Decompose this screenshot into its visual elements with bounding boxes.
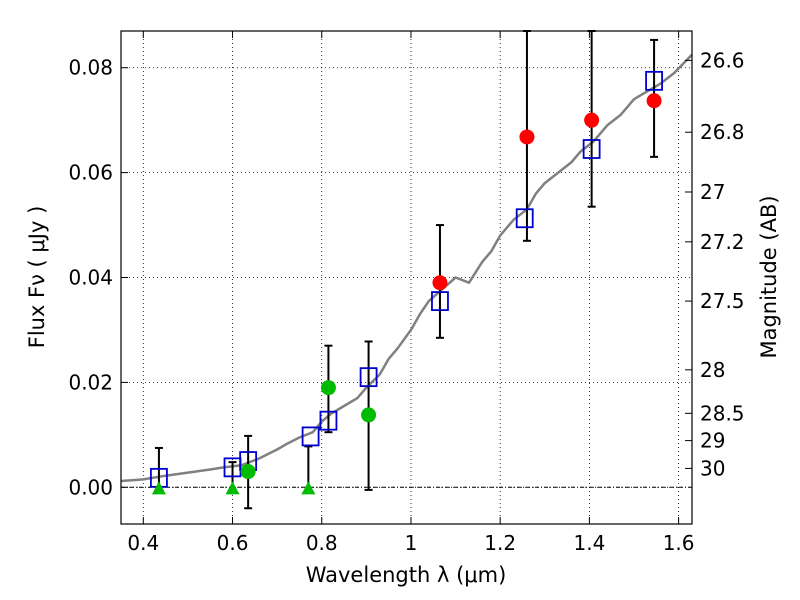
model-spectrum-line xyxy=(120,53,693,483)
data-markers xyxy=(150,70,663,495)
triangle-marker xyxy=(225,481,240,495)
magnitude-tick-label: 30 xyxy=(700,456,725,480)
magnitude-tick-label: 27.2 xyxy=(700,230,745,254)
magnitude-tick-label: 27 xyxy=(700,180,725,204)
magnitude-tick-label: 28 xyxy=(700,358,725,382)
x-axis-ticks: 0.4 0.6 0.8 1 1.2 1.4 1.6 xyxy=(127,31,695,555)
plot-background xyxy=(121,31,692,524)
x-tick-label: 1.6 xyxy=(663,531,695,555)
square-marker xyxy=(645,70,663,91)
x-tick-label: 0.6 xyxy=(217,531,249,555)
y-tick-label: 0.06 xyxy=(68,161,113,185)
y-axis-ticks: 0.00 0.02 0.04 0.06 0.08 xyxy=(68,56,128,499)
magnitude-tick-label: 26.6 xyxy=(700,48,745,72)
magnitude-tick-label: 26.8 xyxy=(700,120,745,144)
x-tick-label: 1 xyxy=(405,531,418,555)
x-tick-label: 1.2 xyxy=(484,531,516,555)
magnitude-axis-title: Magnitude (AB) xyxy=(757,195,781,358)
x-tick-label: 1.4 xyxy=(573,531,605,555)
magnitude-tick-label: 29 xyxy=(700,429,725,453)
circle-marker xyxy=(320,380,336,396)
square-marker xyxy=(515,208,534,229)
square-marker xyxy=(431,291,449,312)
y-tick-label: 0.04 xyxy=(68,266,113,290)
y-tick-label: 0.08 xyxy=(68,56,113,80)
square-marker xyxy=(359,367,378,388)
magnitude-tick-label: 27.5 xyxy=(700,289,745,313)
circle-marker xyxy=(646,93,662,109)
y-tick-label: 0.00 xyxy=(68,475,113,499)
magnitude-tick-label: 28.5 xyxy=(700,401,745,425)
circle-marker xyxy=(432,275,448,291)
square-marker xyxy=(301,426,320,447)
circle-marker xyxy=(361,407,377,423)
y-axis-title: Flux Fν ( μJy ) xyxy=(25,206,49,349)
triangle-marker xyxy=(301,481,316,495)
magnitude-axis-ticks: 26.6 26.8 27 27.2 27.5 28 28.5 29 30 xyxy=(685,48,745,480)
circle-marker xyxy=(584,112,600,128)
circle-marker xyxy=(519,129,535,145)
y-tick-label: 0.02 xyxy=(68,370,113,394)
circle-marker xyxy=(240,464,256,480)
square-marker xyxy=(319,410,338,431)
x-tick-label: 0.4 xyxy=(127,531,159,555)
x-tick-label: 0.8 xyxy=(306,531,338,555)
triangle-marker xyxy=(151,481,166,495)
square-marker xyxy=(582,139,601,159)
x-axis-title: Wavelength λ (μm) xyxy=(306,563,507,587)
